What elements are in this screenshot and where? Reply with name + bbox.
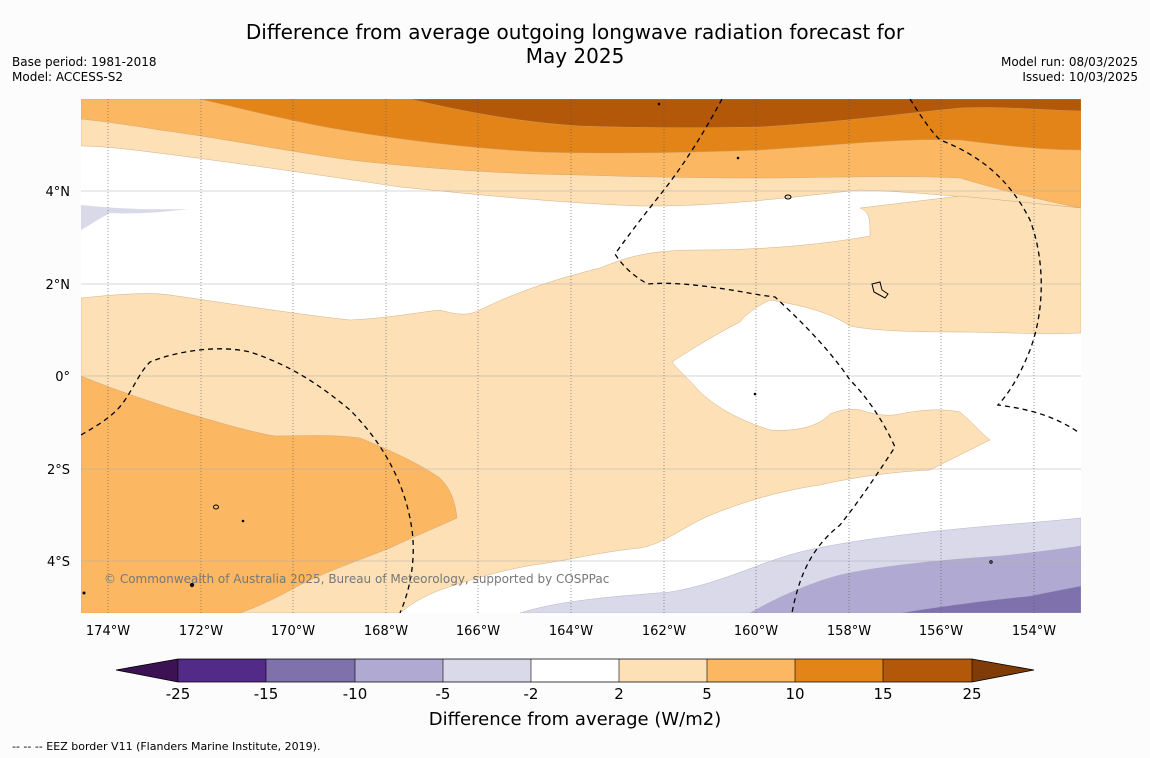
lat-axis: 4°N 2°N 0° 2°S 4°S xyxy=(46,185,71,570)
colorbar-tick: 2 xyxy=(614,685,624,703)
lon-label: 156°W xyxy=(919,624,963,639)
colorbar-label: Difference from average (W/m2) xyxy=(428,709,722,730)
colorbar-max-extend xyxy=(972,659,1034,682)
copyright-notice: © Commonwealth of Australia 2025, Bureau… xyxy=(104,572,610,586)
lon-label: 170°W xyxy=(271,624,315,639)
meta-right: Model run: 08/03/2025 Issued: 10/03/2025 xyxy=(1001,55,1138,85)
colorbar-segment xyxy=(795,659,883,682)
lon-label: 160°W xyxy=(734,624,778,639)
colorbar-tick: 5 xyxy=(702,685,712,703)
lon-label: 154°W xyxy=(1012,624,1056,639)
contour-neg2-neg5-west xyxy=(81,205,188,230)
map-title: Difference from average outgoing longwav… xyxy=(0,20,1150,68)
model-run: Model run: 08/03/2025 xyxy=(1000,55,1138,69)
colorbar-segment xyxy=(619,659,707,682)
eez-borders xyxy=(81,99,1079,613)
lat-label: 4°S xyxy=(47,555,70,570)
model-name: Model: ACCESS-S2 xyxy=(12,70,124,84)
lon-label: 168°W xyxy=(364,624,408,639)
colorbar-segment xyxy=(531,659,619,682)
lon-label: 164°W xyxy=(549,624,593,639)
lat-gridlines xyxy=(81,190,1081,562)
colorbar-tick: -15 xyxy=(254,685,279,703)
colorbar-tick: -10 xyxy=(343,685,368,703)
colorbar-tick: -25 xyxy=(166,685,191,703)
colorbar-segment xyxy=(883,659,972,682)
colorbar-tick: 15 xyxy=(873,685,892,703)
base-period: Base period: 1981-2018 xyxy=(12,55,157,69)
lat-label: 2°S xyxy=(47,463,70,478)
map-area xyxy=(81,99,1081,613)
contour-15-25-north xyxy=(409,99,1081,128)
colorbar-min-extend xyxy=(116,659,178,682)
colorbar-tick: -2 xyxy=(524,685,539,703)
lon-label: 172°W xyxy=(179,624,223,639)
lat-label: 2°N xyxy=(46,278,71,293)
lon-axis: 174°W 172°W 170°W 168°W 166°W 164°W 162°… xyxy=(86,624,1056,639)
islands xyxy=(82,102,993,595)
colorbar-tick: 25 xyxy=(962,685,981,703)
title-line-1: Difference from average outgoing longwav… xyxy=(245,20,905,44)
meta-left: Base period: 1981-2018 Model: ACCESS-S2 xyxy=(12,55,157,85)
colorbar-segment xyxy=(443,659,531,682)
colorbar-segment xyxy=(266,659,355,682)
title-line-2: May 2025 xyxy=(525,44,625,68)
lon-label: 162°W xyxy=(642,624,686,639)
colorbar-tick: 10 xyxy=(785,685,804,703)
lat-label: 0° xyxy=(55,370,70,385)
contour-neg5-neg10-south xyxy=(749,545,1081,613)
colorbar: -25 -15 -10 -5 -2 2 5 10 15 25 xyxy=(115,658,1035,703)
eez-legend: -- -- -- EEZ border V11 (Flanders Marine… xyxy=(12,740,321,753)
issued-date: Issued: 10/03/2025 xyxy=(1022,70,1138,84)
lon-label: 166°W xyxy=(456,624,500,639)
contour-5-10-southwest xyxy=(81,375,458,613)
colorbar-segment xyxy=(707,659,795,682)
lon-label: 158°W xyxy=(827,624,871,639)
contour-neg10-neg15-south xyxy=(899,585,1081,613)
lat-label: 4°N xyxy=(46,185,71,200)
colorbar-segment xyxy=(178,659,266,682)
colorbar-segment xyxy=(355,659,443,682)
lon-label: 174°W xyxy=(86,624,130,639)
colorbar-tick: -5 xyxy=(436,685,451,703)
